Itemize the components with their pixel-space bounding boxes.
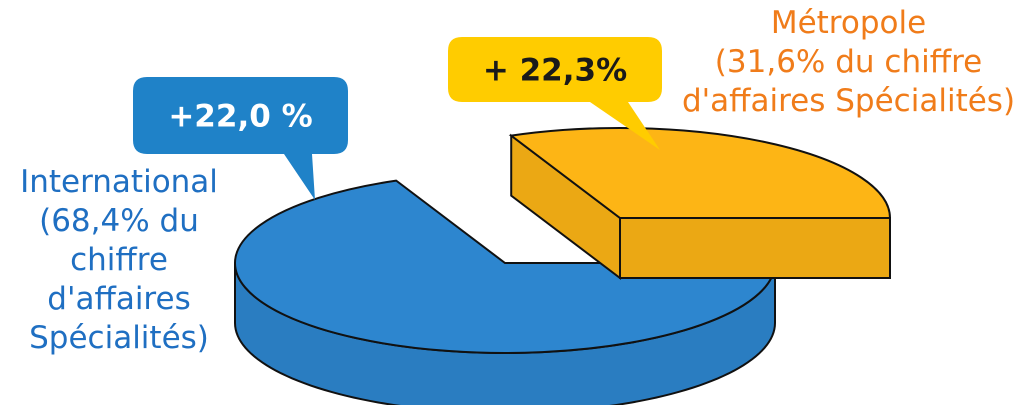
metropole-growth-callout: + 22,3% <box>448 37 662 150</box>
international-label-line: d'affaires <box>47 281 191 317</box>
metropole-slice-label: Métropole (31,6% du chiffre d'affaires S… <box>676 4 1021 121</box>
international-slice-label: International (68,4% du chiffre d'affair… <box>8 163 230 358</box>
international-callout-bubble <box>133 77 348 200</box>
metropole-label-line: (31,6% du chiffre <box>714 44 983 80</box>
international-top-face <box>234 179 777 354</box>
metropole-label-line: d'affaires Spécialités) <box>681 83 1016 119</box>
metropole-callout-bubble <box>448 37 662 150</box>
international-label-line: Spécialités) <box>29 320 209 356</box>
international-label-line: International <box>20 164 218 200</box>
metropole-top-face <box>508 127 892 219</box>
international-growth-callout: +22,0 % <box>133 77 348 200</box>
growth-callouts: +22,0 % + 22,3% <box>133 37 662 200</box>
metropole-slice <box>508 127 892 281</box>
international-label-line: chiffre <box>70 242 168 278</box>
international-slice <box>234 179 777 405</box>
pie-slices <box>234 127 892 405</box>
metropole-growth-value: + 22,3% <box>483 53 627 89</box>
international-label-line: (68,4% du <box>39 203 199 239</box>
metropole-cut-wall <box>619 217 891 279</box>
international-growth-value: +22,0 % <box>168 99 312 135</box>
metropole-label-line: Métropole <box>770 5 927 41</box>
